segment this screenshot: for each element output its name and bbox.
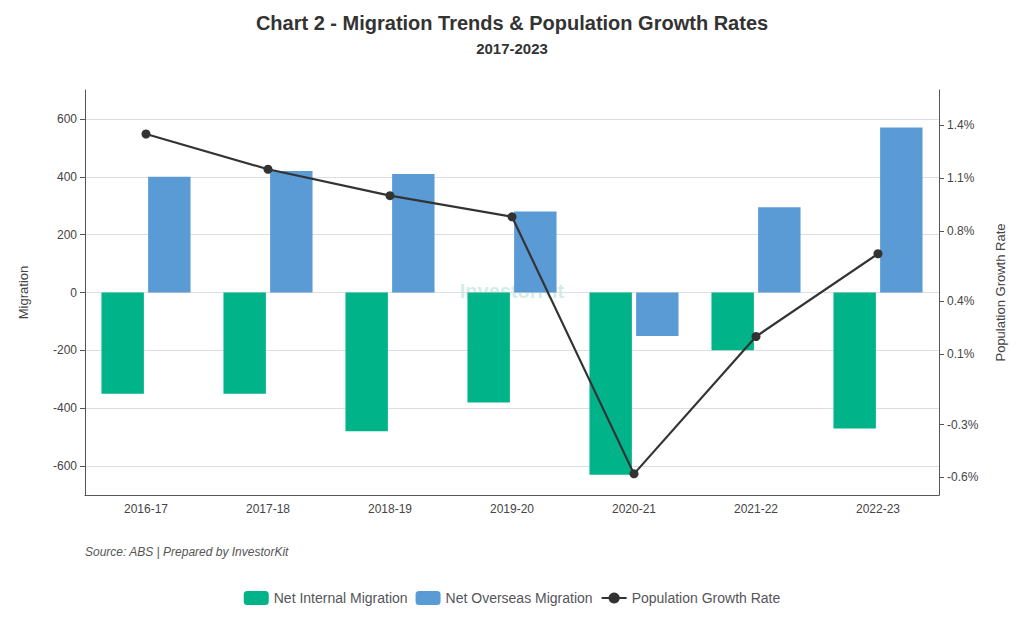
svg-text:2016-17: 2016-17 [124,502,168,516]
svg-text:0.8%: 0.8% [947,224,975,238]
svg-text:0.4%: 0.4% [947,294,975,308]
svg-text:2022-23: 2022-23 [856,502,900,516]
svg-text:0.1%: 0.1% [947,347,975,361]
svg-text:200: 200 [57,228,77,242]
svg-text:-600: -600 [53,459,77,473]
svg-text:-200: -200 [53,343,77,357]
svg-text:2017-18: 2017-18 [246,502,290,516]
svg-text:2021-22: 2021-22 [734,502,778,516]
svg-text:1.4%: 1.4% [947,118,975,132]
svg-text:InvestorKit: InvestorKit [459,279,565,302]
svg-text:Chart 2 - Migration Trends & P: Chart 2 - Migration Trends & Population … [256,12,768,34]
svg-text:600: 600 [57,112,77,126]
svg-text:-0.6%: -0.6% [947,470,979,484]
svg-text:Population Growth Rate: Population Growth Rate [993,223,1008,361]
svg-text:-400: -400 [53,401,77,415]
svg-text:0: 0 [70,286,77,300]
svg-text:2018-19: 2018-19 [368,502,412,516]
svg-text:2020-21: 2020-21 [612,502,656,516]
svg-text:400: 400 [57,170,77,184]
svg-text:Migration: Migration [16,266,31,319]
svg-text:1.1%: 1.1% [947,171,975,185]
svg-text:-0.3%: -0.3% [947,418,979,432]
svg-text:Net Overseas Migration: Net Overseas Migration [446,590,593,606]
svg-text:Population Growth Rate: Population Growth Rate [632,590,781,606]
svg-text:2017-2023: 2017-2023 [476,40,548,57]
svg-text:2019-20: 2019-20 [490,502,534,516]
svg-text:Net Internal Migration: Net Internal Migration [274,590,408,606]
svg-text:Source: ABS | Prepared by Inve: Source: ABS | Prepared by InvestorKit [85,545,289,559]
